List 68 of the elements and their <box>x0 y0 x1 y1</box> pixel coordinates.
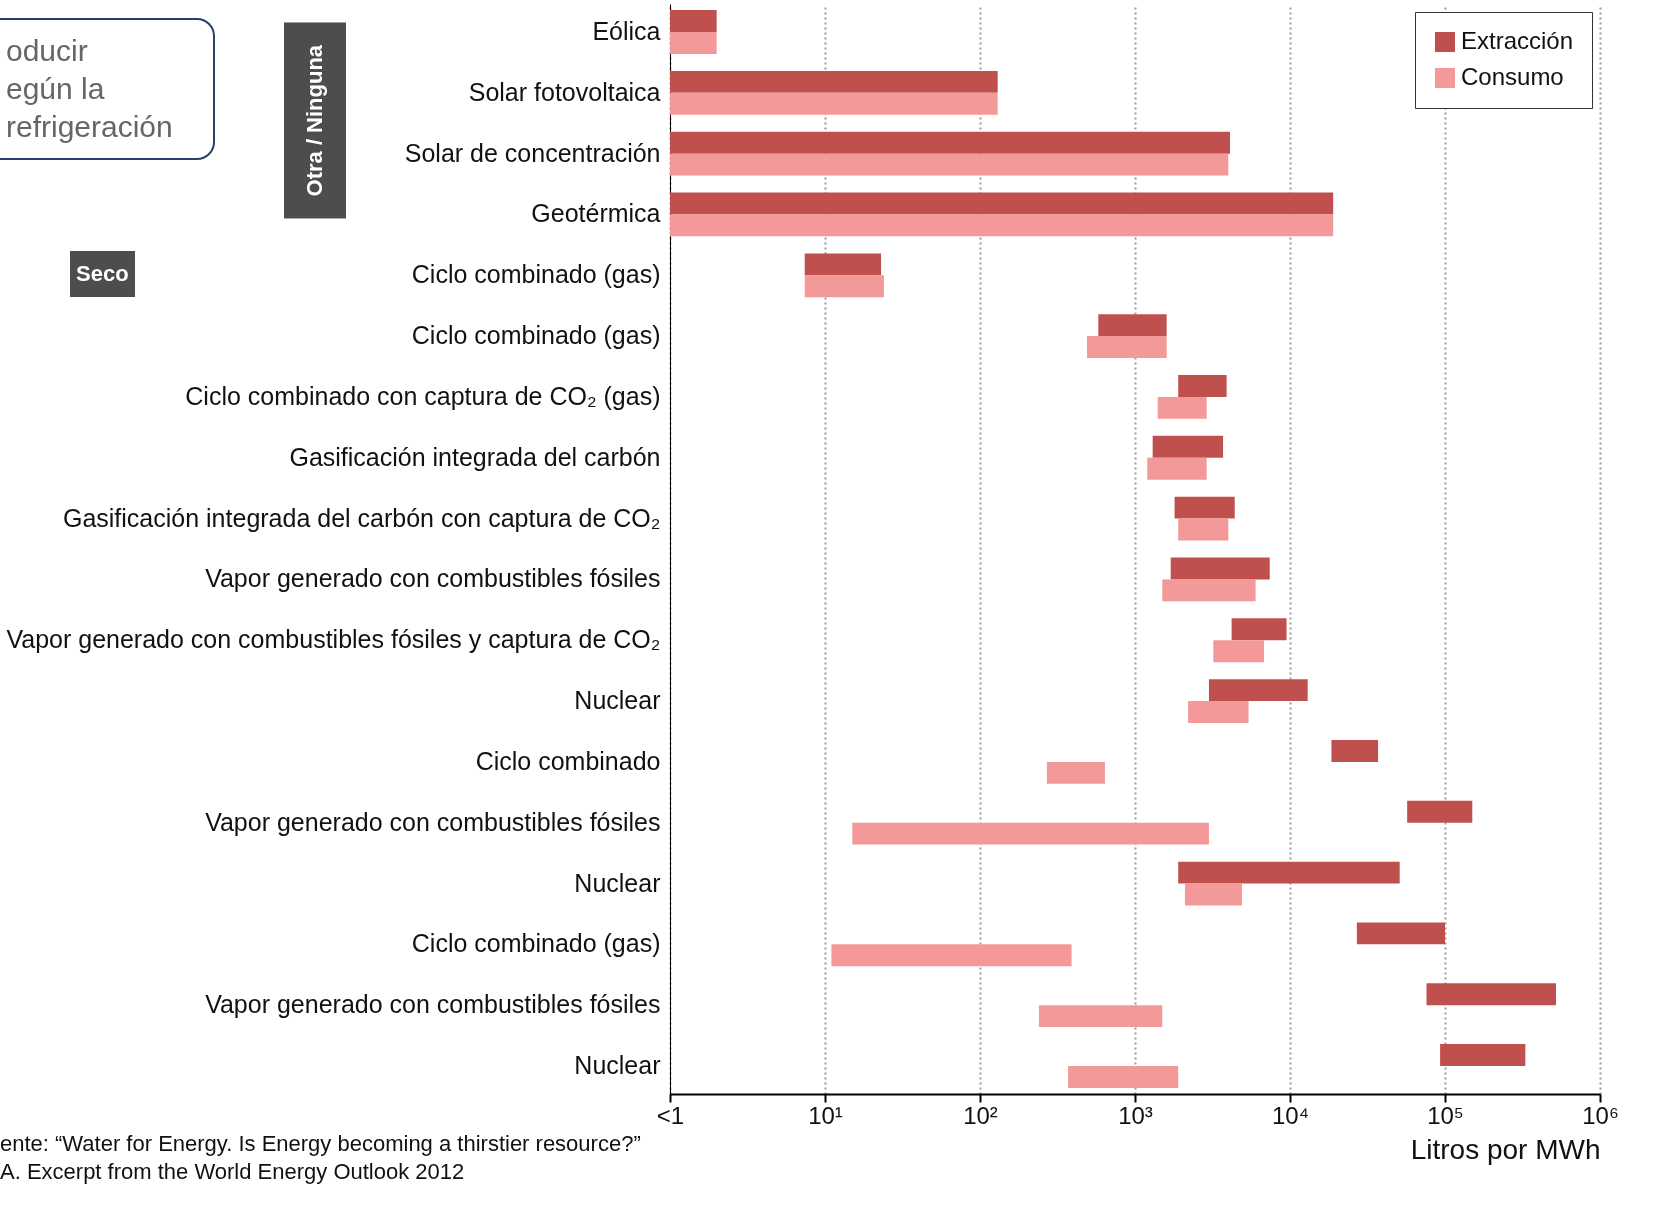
x-tick-label: 10⁵ <box>1427 1101 1464 1129</box>
text: Seco <box>70 251 135 298</box>
bar <box>1178 375 1227 397</box>
bar <box>1086 336 1167 359</box>
y-tick-label: Solar de concentración <box>404 138 661 167</box>
bar <box>1178 861 1400 884</box>
bar <box>1426 983 1556 1006</box>
y-tick-label: Ciclo combinado (gas) <box>411 929 661 958</box>
bar <box>1038 1005 1163 1028</box>
bar <box>1208 679 1308 702</box>
y-tick-label: Solar fotovoltaica <box>468 77 661 106</box>
x-tick-label: 10¹ <box>808 1101 843 1129</box>
y-tick-label: Gasificación integrada del carbón con captura de CO₂ <box>62 503 661 532</box>
bar <box>1188 701 1249 723</box>
x-tick-label: <1 <box>656 1101 685 1129</box>
bar <box>670 214 1334 237</box>
bar <box>1174 496 1235 519</box>
bar <box>1157 396 1207 419</box>
y-tick-label: Vapor generado con combustibles fósiles <box>205 807 661 836</box>
bar <box>1098 314 1167 337</box>
bar <box>804 253 882 276</box>
bar <box>1356 922 1445 945</box>
bar <box>670 10 717 32</box>
y-tick-label: Ciclo combinado (gas) <box>411 321 661 350</box>
bar <box>1407 800 1473 823</box>
bar <box>1331 739 1379 762</box>
bar <box>670 92 998 115</box>
y-tick-label: Ciclo combinado con captura de CO₂ (gas) <box>185 381 661 410</box>
bar <box>1068 1066 1179 1088</box>
y-tick-label: Nuclear <box>574 868 661 897</box>
legend-label: Consumo <box>1461 63 1564 90</box>
y-tick-label: Geotérmica <box>531 199 661 228</box>
text: Otra / Ninguna <box>284 21 346 219</box>
y-tick-label: Nuclear <box>574 1051 661 1080</box>
y-tick-label: Vapor generado con combustibles fósiles y captura de CO₂ <box>6 625 661 654</box>
x-tick-label: 10⁶ <box>1582 1101 1619 1129</box>
bar <box>1178 518 1229 541</box>
bar <box>1162 579 1256 602</box>
x-tick-label: 10⁴ <box>1271 1101 1310 1129</box>
y-tick-label: Nuclear <box>574 686 661 715</box>
bar <box>831 944 1072 967</box>
y-tick-label: Vapor generado con combustibles fósiles <box>205 564 661 593</box>
bar <box>804 275 884 298</box>
bar <box>1170 557 1270 580</box>
x-tick-label: 10² <box>963 1101 998 1129</box>
bar <box>670 131 1230 154</box>
bar <box>1440 1044 1526 1067</box>
bar <box>1152 435 1224 458</box>
text: oducir egún la refrigeración <box>0 18 215 160</box>
bar <box>1046 761 1105 784</box>
y-tick-label: Vapor generado con combustibles fósiles <box>205 990 661 1019</box>
legend-label: Extracción <box>1461 27 1574 54</box>
bar <box>1213 640 1265 663</box>
bar <box>670 31 717 54</box>
bar <box>1231 618 1287 641</box>
bar <box>670 70 998 93</box>
y-tick-label: Ciclo combinado (gas) <box>411 260 661 289</box>
bar <box>670 192 1334 215</box>
bar <box>1147 457 1207 480</box>
bar <box>1184 883 1242 906</box>
y-tick-label: Gasificación integrada del carbón <box>289 442 661 471</box>
bar <box>852 822 1209 845</box>
text: ente: “Water for Energy. Is Energy becoming a thirstier resource?” A. Excerpt from the World Energy Outlook 2012 <box>0 1130 641 1186</box>
bar <box>670 153 1229 176</box>
y-tick-label: Ciclo combinado <box>475 746 661 775</box>
x-tick-label: 10³ <box>1118 1101 1153 1129</box>
y-tick-label: Eólica <box>592 16 661 45</box>
x-axis-title: Litros por MWh <box>1410 1133 1601 1165</box>
